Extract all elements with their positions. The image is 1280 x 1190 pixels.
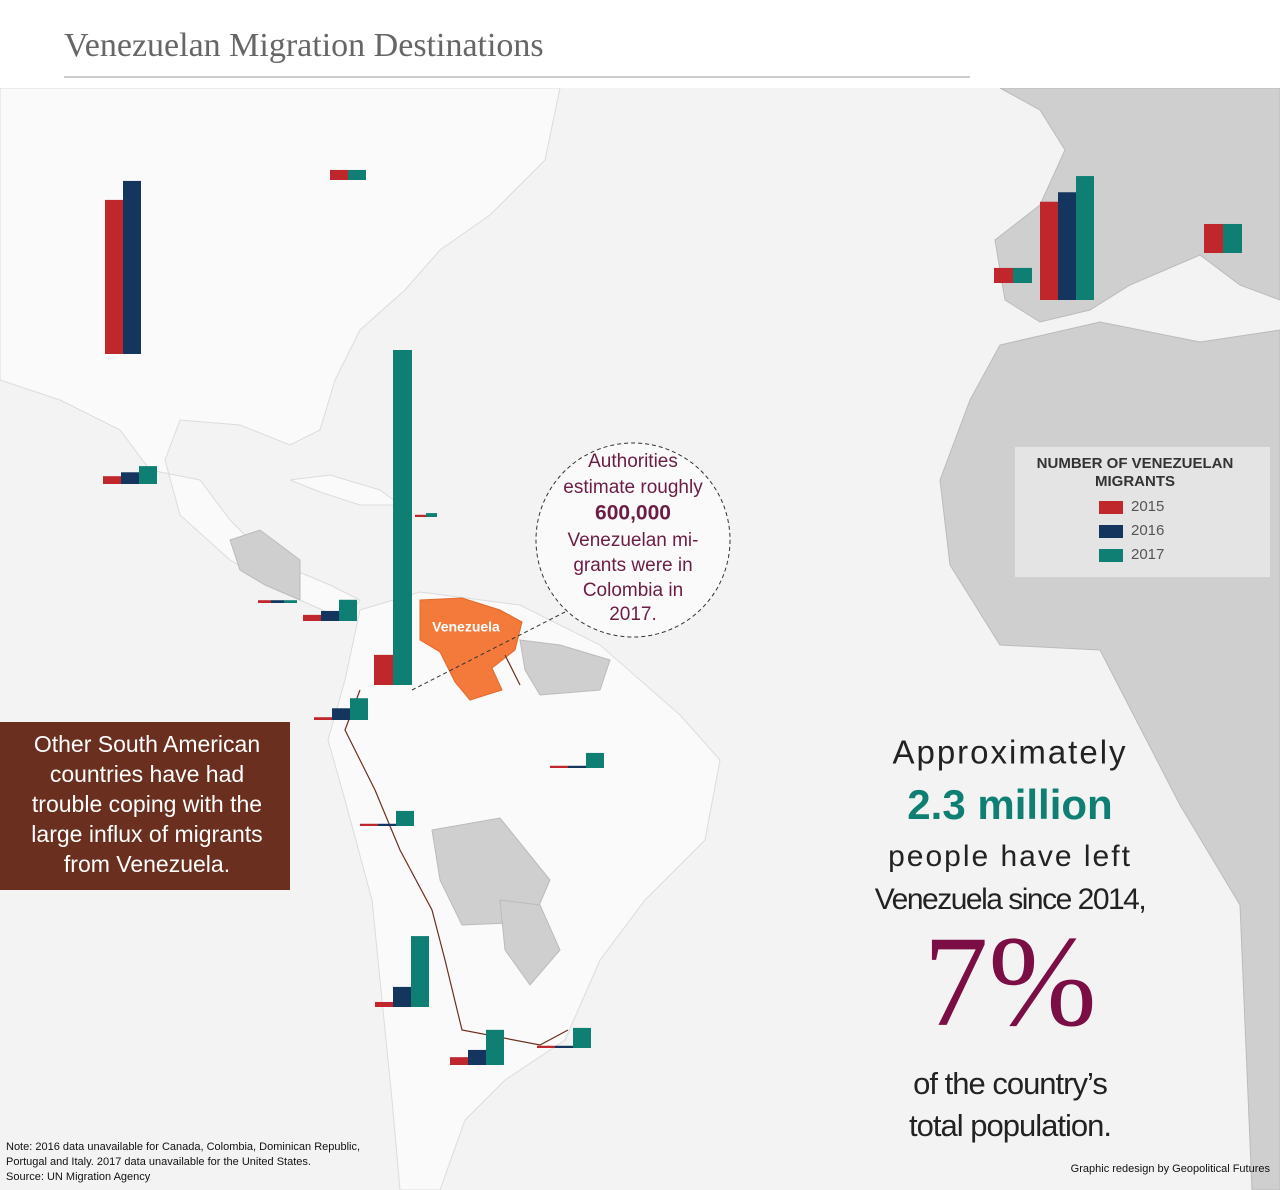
- footnotes: Note: 2016 data unavailable for Canada, …: [6, 1141, 1270, 1183]
- bar: [258, 600, 271, 603]
- side-note-line: large influx of migrants: [31, 821, 262, 847]
- bar: [332, 708, 350, 720]
- callout-line: estimate roughly: [563, 477, 703, 498]
- bar: [139, 466, 157, 484]
- bar: [1013, 267, 1032, 283]
- side-note-line: countries have had: [50, 761, 244, 787]
- legend-swatch: [1099, 501, 1123, 514]
- migration-route: [344, 689, 569, 1046]
- bar: [121, 472, 139, 484]
- bar: [374, 654, 393, 685]
- callout-line: 2017.: [609, 604, 657, 625]
- migration-route: [504, 654, 521, 686]
- bar: [568, 765, 586, 768]
- callout-circle: [535, 442, 731, 638]
- bar: [375, 1001, 393, 1007]
- bar: [573, 1027, 591, 1048]
- bar: [350, 698, 368, 720]
- bar: [271, 600, 284, 603]
- bar: [314, 717, 332, 720]
- bar: [486, 1029, 504, 1065]
- bar: [393, 350, 412, 685]
- callout-line: Venezuelan mi-: [568, 530, 699, 551]
- callout-line: grants were in: [573, 555, 692, 576]
- credit: Graphic redesign by Geopolitical Futures: [1071, 1163, 1271, 1175]
- note-line: Note: 2016 data unavailable for Canada, …: [6, 1141, 360, 1153]
- bar: [1204, 223, 1223, 253]
- callout-line: Authorities: [588, 451, 678, 472]
- bar: [426, 513, 437, 517]
- bar: [415, 514, 426, 517]
- side-note-line: trouble coping with the: [32, 791, 262, 817]
- bar: [330, 169, 348, 180]
- callout-line: 600,000: [595, 502, 671, 525]
- venezuela: [419, 597, 523, 701]
- bar: [284, 600, 297, 603]
- bar: [348, 169, 366, 180]
- bar: [303, 614, 321, 621]
- bar: [537, 1045, 555, 1048]
- note-line: Source: UN Migration Agency: [6, 1171, 151, 1183]
- stat-line: people have left: [888, 840, 1132, 873]
- bar: [450, 1057, 468, 1065]
- stat-highlight: 2.3 million: [907, 781, 1112, 828]
- bar: [411, 936, 429, 1007]
- legend-title: NUMBER OF VENEZUELAN: [1037, 455, 1234, 472]
- stat-line: total population.: [909, 1108, 1111, 1143]
- stat-line: Venezuela since 2014,: [875, 883, 1145, 916]
- bar: [393, 986, 411, 1007]
- side-note-line: from Venezuela.: [64, 851, 230, 877]
- side-note: Other South American countries have had …: [31, 731, 262, 877]
- bar: [1040, 201, 1058, 300]
- legend-swatch: [1099, 549, 1123, 562]
- bar: [103, 476, 121, 484]
- stat-line: Approximately: [892, 734, 1127, 771]
- stats: Approximately 2.3 million people have le…: [875, 734, 1147, 1143]
- bar: [360, 823, 378, 826]
- legend-title: MIGRANTS: [1095, 473, 1175, 490]
- callout-line: Colombia in: [583, 580, 683, 601]
- bar: [1223, 223, 1242, 253]
- legend-box: [1015, 447, 1270, 577]
- bar: [123, 180, 141, 354]
- stat-line: of the country’s: [913, 1066, 1107, 1101]
- legend-label: 2017: [1131, 546, 1164, 563]
- country-label: Venezuela: [432, 619, 500, 635]
- bar: [586, 752, 604, 768]
- callout: Authorities estimate roughly 600,000 Ven…: [563, 451, 703, 625]
- central-america: [229, 529, 301, 601]
- legend-label: 2016: [1131, 522, 1164, 539]
- legend-swatch: [1099, 525, 1123, 538]
- bar: [321, 610, 339, 621]
- bar: [994, 267, 1013, 283]
- guianas: [519, 639, 611, 696]
- bar: [105, 199, 123, 354]
- bar: [1058, 192, 1076, 300]
- callout-leader: [411, 611, 566, 691]
- paraguay: [499, 899, 561, 986]
- legend-label: 2015: [1131, 498, 1164, 515]
- bar: [468, 1049, 486, 1065]
- bar: [378, 823, 396, 826]
- side-note-box: [0, 722, 290, 890]
- chart-title: Venezuelan Migration Destinations: [64, 27, 544, 64]
- stat-percent: 7%: [923, 910, 1096, 1054]
- bar: [396, 810, 414, 826]
- bar: [555, 1045, 573, 1048]
- header-background: [0, 0, 1280, 88]
- bar: [550, 765, 568, 768]
- bar: [339, 599, 357, 621]
- bar: [1076, 176, 1094, 300]
- note-line: Portugal and Italy. 2017 data unavailabl…: [6, 1156, 311, 1168]
- side-note-line: Other South American: [34, 731, 260, 757]
